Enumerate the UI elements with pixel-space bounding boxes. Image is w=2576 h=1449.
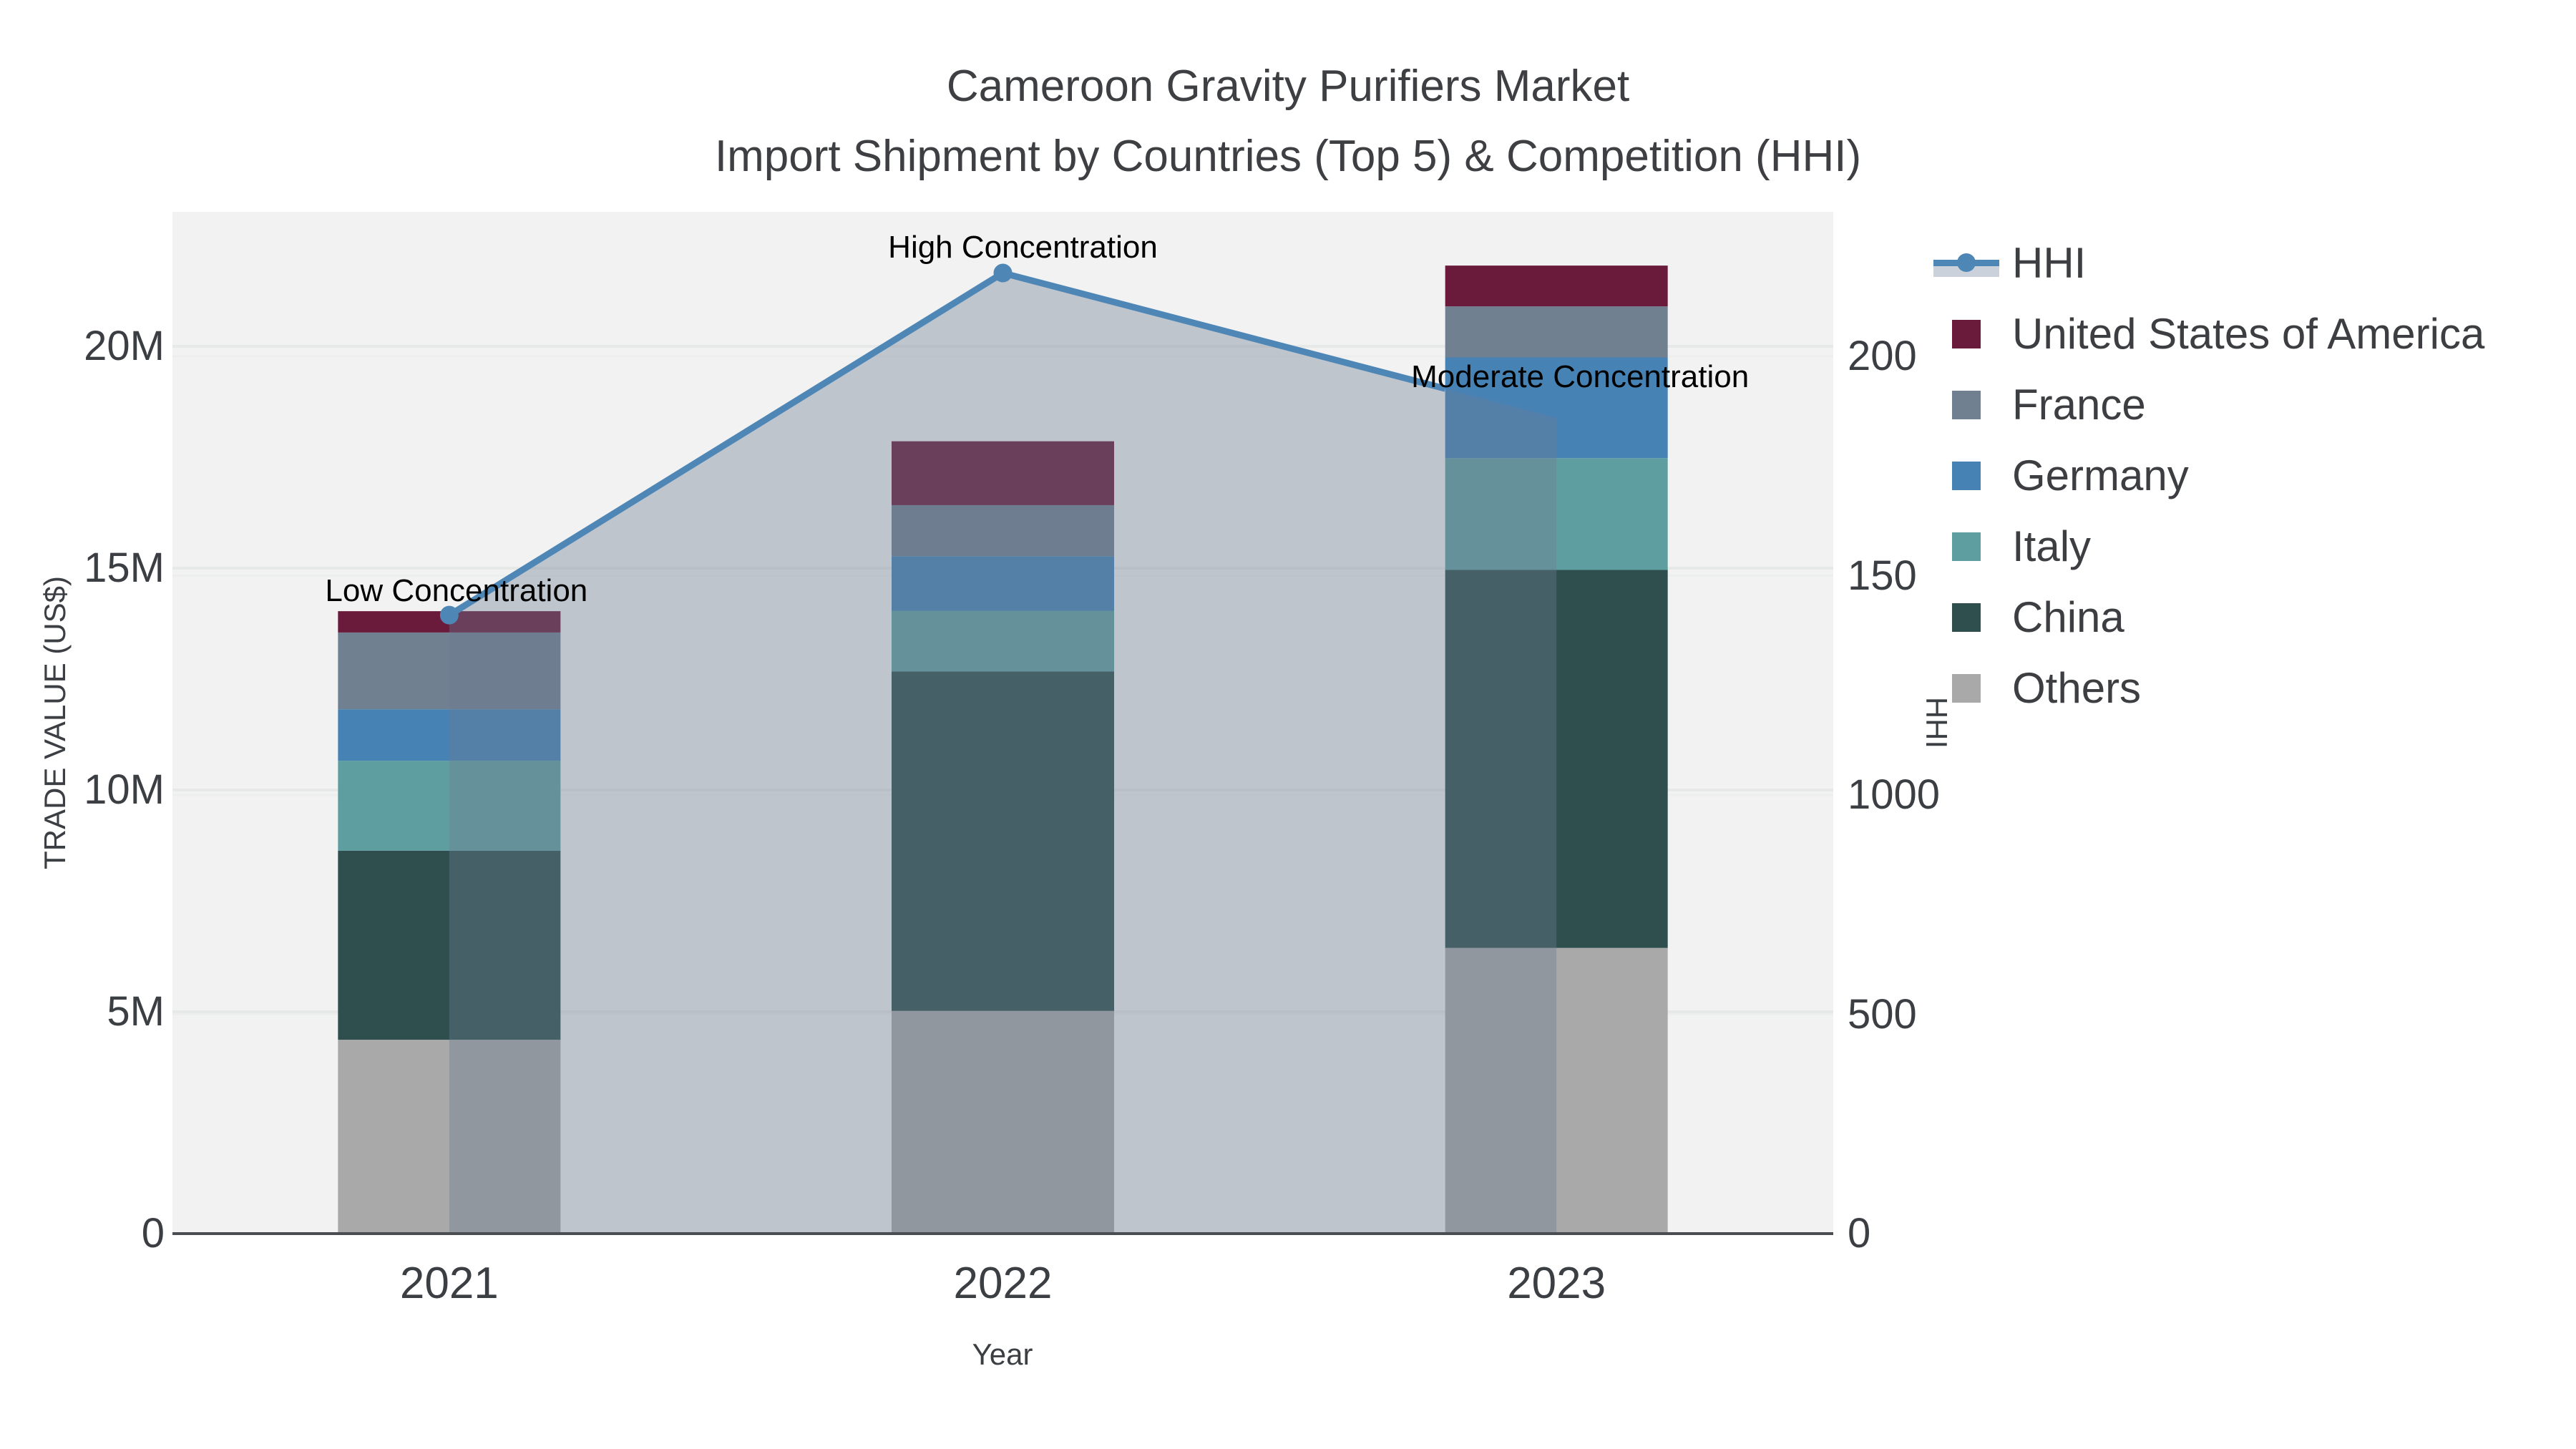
- legend-swatch-icon: [1932, 390, 2001, 419]
- bar-segment-china-2022[interactable]: [892, 671, 1114, 1011]
- hhi-marker-2022[interactable]: [993, 263, 1013, 283]
- bar-segment-france-2022[interactable]: [892, 504, 1114, 557]
- x-tick-2022: 2022: [953, 1259, 1053, 1308]
- y-right-tick-1000: 1000: [1848, 771, 1941, 818]
- chart-title-line2: Import Shipment by Countries (Top 5) & C…: [714, 132, 1862, 181]
- y-left-tick-10M: 10M: [84, 766, 165, 813]
- legend: HHI United States of America France Germany…: [1932, 228, 2484, 723]
- annotation-high-concentration: High Concentration: [888, 229, 1158, 265]
- color-swatch: [1952, 390, 1981, 419]
- legend-swatch-icon: [1932, 461, 2001, 490]
- bar-segment-others-2023[interactable]: [1445, 947, 1668, 1234]
- color-swatch: [1952, 461, 1981, 490]
- annotation-moderate-concentration: Moderate Concentration: [1411, 358, 1750, 394]
- legend-item-hhi[interactable]: HHI: [1932, 228, 2484, 298]
- color-swatch: [1952, 319, 1981, 348]
- chart-title-line1: Cameroon Gravity Purifiers Market: [946, 62, 1630, 111]
- legend-item-others[interactable]: Others: [1932, 653, 2484, 723]
- legend-item-france[interactable]: France: [1932, 369, 2484, 440]
- y-left-tick-5M: 5M: [107, 988, 165, 1035]
- bar-segment-italy-2021[interactable]: [338, 761, 561, 851]
- bar-segment-china-2023[interactable]: [1445, 570, 1668, 948]
- legend-swatch-icon: [1932, 319, 2001, 348]
- annotation-low-concentration: Low Concentration: [325, 572, 588, 608]
- legend-swatch-icon: [1932, 532, 2001, 561]
- bar-segment-united-states-of-america-2023[interactable]: [1445, 265, 1668, 307]
- color-swatch: [1952, 532, 1981, 561]
- legend-item-china[interactable]: China: [1932, 582, 2484, 653]
- bar-segment-others-2022[interactable]: [892, 1010, 1114, 1234]
- x-tick-2023: 2023: [1507, 1259, 1606, 1308]
- y-right-tick-150: 150: [1848, 552, 1917, 599]
- hhi-line-icon-box: [1933, 250, 1999, 277]
- y-axis-left-title: TRADE VALUE (US$): [38, 576, 72, 869]
- y-right-tick-500: 500: [1848, 990, 1917, 1038]
- legend-label: France: [2012, 381, 2146, 429]
- x-tick-2021: 2021: [399, 1259, 499, 1308]
- bar-segment-france-2023[interactable]: [1445, 306, 1668, 358]
- legend-label: Germany: [2012, 452, 2189, 499]
- legend-label: Others: [2012, 664, 2142, 712]
- chart-title: Cameroon Gravity Purifiers Market Import…: [0, 52, 2576, 192]
- bar-segment-germany-2021[interactable]: [338, 709, 561, 761]
- y-right-tick-0: 0: [1848, 1210, 1871, 1257]
- y-left-tick-20M: 20M: [84, 323, 165, 369]
- legend-swatch-icon: [1932, 673, 2001, 703]
- hhi-marker-swatch: [1957, 253, 1976, 272]
- legend-label: HHI: [2012, 239, 2087, 287]
- bar-segment-others-2021[interactable]: [338, 1040, 561, 1234]
- legend-item-germany[interactable]: Germany: [1932, 440, 2484, 511]
- x-axis-title: Year: [972, 1337, 1033, 1371]
- legend-label: Italy: [2012, 522, 2092, 570]
- legend-item-italy[interactable]: Italy: [1932, 511, 2484, 582]
- bar-segment-germany-2023[interactable]: [1445, 357, 1668, 459]
- legend-item-united-states-of-america[interactable]: United States of America: [1932, 298, 2484, 369]
- bar-segment-germany-2022[interactable]: [892, 556, 1114, 611]
- color-swatch: [1952, 673, 1981, 703]
- hhi-area-fill: [449, 273, 1557, 1234]
- y-left-tick-15M: 15M: [84, 545, 165, 591]
- hhi-marker-2021[interactable]: [439, 605, 459, 625]
- bar-segment-italy-2022[interactable]: [892, 610, 1114, 672]
- color-swatch: [1952, 602, 1981, 632]
- hhi-line-icon: [1932, 250, 2001, 277]
- bar-segment-italy-2023[interactable]: [1445, 458, 1668, 570]
- hhi-line-behind-bar: [1444, 385, 1558, 421]
- bar-segment-united-states-of-america-2022[interactable]: [892, 441, 1114, 505]
- y-left-tick-0: 0: [141, 1210, 165, 1257]
- legend-swatch-icon: [1932, 602, 2001, 632]
- legend-label: China: [2012, 593, 2124, 641]
- bar-segment-france-2021[interactable]: [338, 632, 561, 710]
- bar-segment-china-2021[interactable]: [338, 850, 561, 1040]
- legend-label: United States of America: [2012, 310, 2485, 358]
- y-right-tick-200: 200: [1848, 333, 1917, 379]
